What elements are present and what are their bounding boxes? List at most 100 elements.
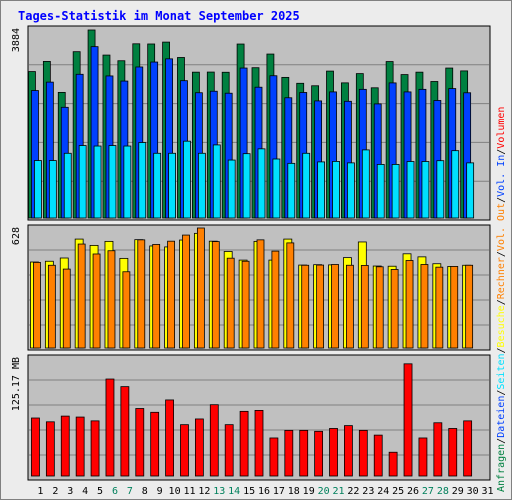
bar-volume-volumen-day-20: [314, 430, 324, 477]
bar-visits-rechner-day-28: [435, 266, 444, 349]
bar-hits-seiten-day-26: [406, 161, 415, 219]
bar-hits-seiten-day-16: [257, 148, 266, 219]
right-legend-item-1: /: [496, 438, 507, 444]
bar-volume-volumen-day-23: [358, 429, 368, 477]
bar-visits-rechner-day-14: [226, 257, 235, 349]
bar-visits-rechner-day-22: [346, 264, 354, 349]
bar-volume-volumen-day-15: [239, 410, 249, 477]
panel-volume-max-label: 125.17 MB: [11, 357, 22, 411]
bar-hits-seiten-day-4: [78, 145, 87, 219]
day-label-30: 30: [467, 486, 479, 497]
bar-hits-seiten-day-29: [451, 150, 460, 219]
bar-visits-rechner-day-11: [182, 234, 190, 349]
day-label-24: 24: [377, 486, 389, 497]
bar-hits-seiten-day-5: [93, 145, 102, 219]
day-label-31: 31: [482, 486, 494, 497]
right-legend-item-9: /: [496, 251, 507, 257]
day-label-15: 15: [243, 486, 255, 497]
day-label-13: 13: [213, 486, 225, 497]
bar-visits-rechner-day-1: [33, 261, 41, 349]
right-legend-item-11: /: [496, 197, 507, 203]
day-label-10: 10: [169, 486, 181, 497]
bar-visits-rechner-day-27: [420, 264, 429, 349]
bar-hits-seiten-day-20: [317, 161, 326, 219]
right-legend-item-7: /: [496, 299, 507, 305]
bar-hits-seiten-day-24: [376, 164, 385, 219]
bar-hits-seiten-day-3: [63, 152, 72, 219]
right-legend-item-13: /: [496, 149, 507, 155]
bar-hits-seiten-day-19: [302, 152, 311, 219]
right-legend-item-5: /: [496, 347, 507, 353]
day-label-11: 11: [183, 486, 195, 497]
bar-volume-volumen-day-1: [31, 417, 40, 477]
day-label-29: 29: [452, 486, 464, 497]
day-label-25: 25: [392, 486, 404, 497]
day-label-17: 17: [273, 486, 285, 497]
bar-volume-volumen-day-8: [135, 408, 145, 477]
bar-hits-seiten-day-9: [153, 152, 162, 219]
bar-volume-volumen-day-7: [120, 386, 130, 477]
day-label-12: 12: [198, 486, 210, 497]
day-label-22: 22: [347, 486, 359, 497]
bar-volume-volumen-day-10: [165, 399, 174, 477]
bar-hits-seiten-day-11: [183, 140, 191, 219]
day-label-27: 27: [422, 486, 434, 497]
bar-volume-volumen-day-17: [269, 437, 279, 477]
day-label-16: 16: [258, 486, 270, 497]
right-legend-item-0: Anfragen: [496, 444, 507, 492]
bar-hits-seiten-day-15: [242, 153, 251, 219]
right-legend: Anfragen/Dateien/Seiten/Besuche/Rechner/…: [496, 107, 507, 492]
day-label-18: 18: [288, 486, 300, 497]
bar-volume-volumen-day-3: [60, 415, 70, 477]
bar-volume-volumen-day-11: [180, 424, 189, 477]
bar-volume-volumen-day-2: [45, 421, 55, 477]
bar-hits-seiten-day-7: [123, 145, 132, 219]
bar-visits-rechner-day-16: [256, 239, 265, 349]
bar-visits-rechner-day-19: [301, 264, 310, 349]
bar-visits-rechner-day-7: [122, 271, 131, 349]
bar-volume-volumen-day-16: [254, 410, 264, 477]
bar-volume-volumen-day-27: [418, 437, 428, 477]
bar-volume-volumen-day-30: [463, 420, 473, 477]
panel-visits-max-label: 628: [11, 227, 22, 245]
right-legend-item-14: Volumen: [496, 107, 507, 149]
bar-volume-volumen-day-22: [344, 425, 353, 477]
bar-hits-seiten-day-8: [138, 142, 147, 219]
bar-hits-seiten-day-21: [332, 161, 340, 219]
bar-volume-volumen-day-12: [194, 418, 204, 477]
bar-hits-seiten-day-28: [436, 160, 445, 219]
bar-hits-seiten-day-27: [421, 161, 430, 219]
bar-visits-rechner-day-24: [375, 266, 384, 349]
day-label-23: 23: [362, 486, 374, 497]
chart-title: Tages-Statistik im Monat September 2025: [18, 9, 300, 23]
bar-volume-volumen-day-18: [284, 429, 294, 477]
bar-visits-rechner-day-20: [316, 264, 325, 349]
bar-volume-volumen-day-26: [403, 363, 413, 477]
day-label-7: 7: [127, 486, 133, 497]
day-label-28: 28: [437, 486, 449, 497]
day-label-5: 5: [97, 486, 103, 497]
bar-visits-rechner-day-23: [360, 265, 369, 349]
bar-volume-volumen-day-29: [448, 428, 458, 477]
day-label-19: 19: [303, 486, 315, 497]
right-legend-item-6: Besuche: [496, 305, 507, 347]
bar-hits-seiten-day-14: [227, 159, 236, 219]
bar-hits-seiten-day-17: [272, 158, 281, 219]
right-legend-item-12: Vol. In: [496, 155, 507, 197]
bar-visits-rechner-day-2: [47, 264, 56, 349]
bar-volume-volumen-day-24: [373, 434, 383, 477]
day-label-14: 14: [228, 486, 240, 497]
day-label-26: 26: [407, 486, 419, 497]
bar-visits-rechner-day-21: [331, 264, 339, 349]
bar-visits-rechner-day-25: [390, 269, 399, 349]
bar-visits-rechner-day-18: [286, 242, 295, 349]
bar-volume-volumen-day-4: [75, 416, 85, 477]
bar-visits-rechner-day-4: [77, 243, 86, 349]
bar-visits-rechner-day-12: [196, 227, 205, 349]
bar-hits-seiten-day-2: [48, 160, 57, 219]
bar-visits-rechner-day-29: [450, 266, 459, 349]
bar-hits-seiten-day-22: [347, 162, 355, 219]
bar-volume-volumen-day-14: [224, 424, 234, 477]
bar-visits-rechner-day-5: [92, 253, 101, 349]
